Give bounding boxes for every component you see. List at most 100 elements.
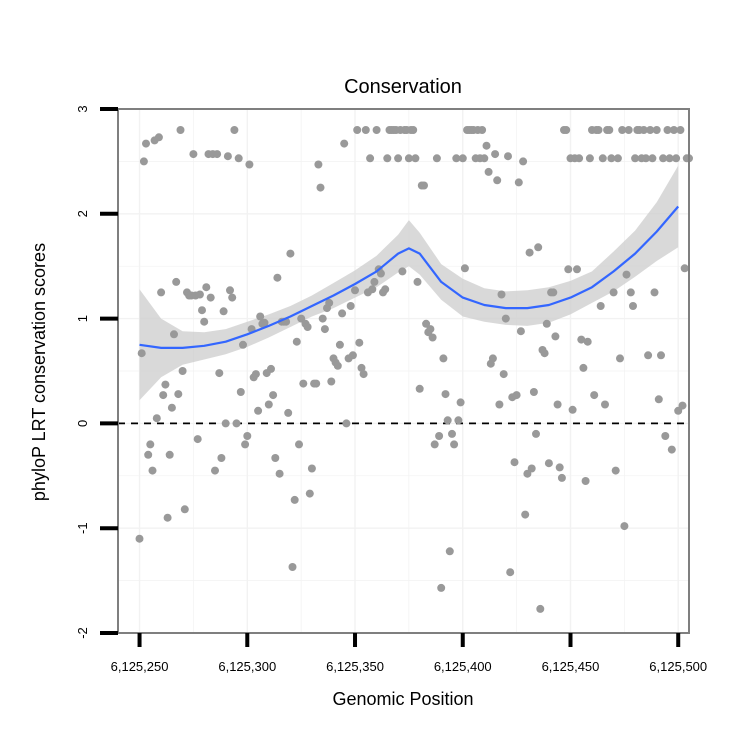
data-point xyxy=(338,309,347,318)
chart-title: Conservation xyxy=(344,76,462,98)
data-point xyxy=(480,154,489,163)
data-point xyxy=(680,264,689,273)
data-point xyxy=(327,377,336,386)
data-point xyxy=(544,459,553,468)
data-point xyxy=(355,338,364,347)
data-point xyxy=(663,126,672,134)
data-point xyxy=(148,466,157,475)
data-point xyxy=(430,440,439,449)
data-point xyxy=(368,285,377,294)
data-point xyxy=(152,414,161,423)
data-point xyxy=(394,154,403,163)
data-point xyxy=(525,248,534,257)
data-point xyxy=(564,265,573,274)
data-point xyxy=(590,391,599,400)
data-point xyxy=(594,126,603,134)
y-tick-label: 3 xyxy=(75,105,90,112)
data-point xyxy=(456,398,465,407)
data-point xyxy=(491,150,500,159)
x-tick-label: 6,125,250 xyxy=(111,659,169,674)
data-point xyxy=(450,440,459,449)
confidence-band-layer xyxy=(139,165,679,401)
data-point xyxy=(579,363,588,372)
data-point xyxy=(215,369,224,378)
data-point xyxy=(620,522,629,531)
data-point xyxy=(435,432,444,440)
data-point xyxy=(340,139,349,148)
data-point xyxy=(359,370,368,379)
data-point xyxy=(370,277,379,286)
data-point xyxy=(195,290,204,299)
data-point xyxy=(305,489,314,498)
scatter-points xyxy=(135,126,693,613)
data-point xyxy=(193,435,202,444)
data-point xyxy=(254,406,263,415)
data-point xyxy=(239,340,247,349)
data-point xyxy=(172,277,181,286)
data-point xyxy=(157,288,166,297)
data-point xyxy=(174,390,183,399)
data-point xyxy=(236,388,245,396)
data-point xyxy=(398,267,407,276)
data-point xyxy=(299,379,308,388)
data-point xyxy=(303,323,312,331)
data-point xyxy=(295,440,303,449)
data-point xyxy=(631,154,640,163)
data-point xyxy=(549,288,558,297)
data-point xyxy=(351,286,359,295)
data-point xyxy=(551,332,560,341)
data-point xyxy=(577,335,586,344)
data-point xyxy=(585,154,594,163)
data-point xyxy=(648,154,657,163)
data-point xyxy=(488,354,497,363)
x-tick-label: 6,125,350 xyxy=(326,659,384,674)
data-point xyxy=(657,351,665,360)
data-point xyxy=(228,293,237,302)
axes: 6,125,250 6,125,300 6,125,350 6,125,400 6,12… xyxy=(75,105,707,674)
data-point xyxy=(482,141,491,150)
data-point xyxy=(219,307,228,316)
data-point xyxy=(404,154,413,163)
data-point xyxy=(622,270,631,279)
data-point xyxy=(221,419,230,428)
data-point xyxy=(307,464,316,473)
data-point xyxy=(439,354,448,363)
data-point xyxy=(256,312,265,321)
data-point xyxy=(598,154,607,163)
data-point xyxy=(415,384,424,393)
data-point xyxy=(376,269,385,278)
data-point xyxy=(573,265,581,274)
data-point xyxy=(529,388,538,396)
data-point xyxy=(161,380,170,389)
data-point xyxy=(458,154,467,163)
y-tick-label: -2 xyxy=(75,627,90,639)
data-point xyxy=(540,349,549,358)
data-point xyxy=(366,154,375,163)
data-point xyxy=(426,325,435,334)
data-point xyxy=(267,364,275,373)
data-point xyxy=(527,464,536,473)
data-point xyxy=(372,126,381,134)
data-point xyxy=(484,167,493,176)
data-point xyxy=(607,154,616,163)
data-point xyxy=(448,429,456,438)
data-point xyxy=(312,379,321,388)
data-point xyxy=(292,337,301,346)
data-point xyxy=(230,126,239,134)
data-point xyxy=(437,583,446,592)
data-point xyxy=(629,302,637,310)
data-point xyxy=(165,450,174,459)
data-point xyxy=(618,126,627,134)
data-point xyxy=(333,361,342,370)
data-point xyxy=(601,400,609,409)
data-point xyxy=(383,154,392,163)
data-point xyxy=(568,405,577,414)
data-point xyxy=(557,473,566,482)
data-point xyxy=(260,318,269,327)
data-point xyxy=(506,568,515,577)
data-point xyxy=(353,126,362,134)
y-tick-label: -1 xyxy=(75,522,90,534)
data-point xyxy=(361,126,370,134)
data-point xyxy=(144,450,153,459)
